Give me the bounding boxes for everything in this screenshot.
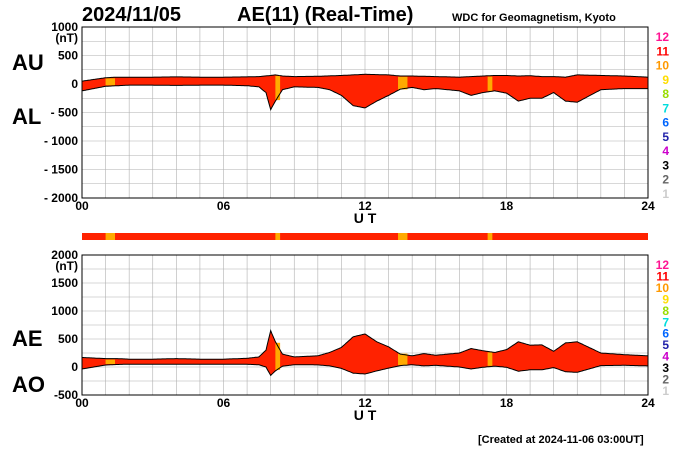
lower-gap-bar [105,359,116,365]
x-tick-label: 00 [75,396,89,410]
y-tick-label: 1000 [51,20,78,34]
x-tick-label: 06 [217,199,231,213]
station-legend-3: 3 [662,361,669,375]
station-strip-gap [398,233,408,240]
ae-label: AE [12,326,43,351]
al-label: AL [12,104,42,129]
station-legend-11: 11 [656,269,669,283]
station-legend-7: 7 [662,315,669,329]
station-legend-8: 8 [662,304,669,318]
credit-text: WDC for Geomagnetism, Kyoto [452,12,616,24]
station-legend-4: 4 [662,144,669,158]
station-strip-gap [487,233,493,240]
station-legend-9: 9 [662,292,669,306]
y-tick-label: -500 [54,388,78,402]
chart-title: AE(11) (Real-Time) [237,4,414,26]
series-line-ao [81,363,648,377]
upper-band [82,74,648,110]
au-label: AU [12,50,44,75]
y-tick-label: 500 [58,49,78,63]
series-line-au [81,73,649,82]
upper-gap-bar [487,76,493,91]
station-legend-7: 7 [662,101,669,115]
x-tick-label: 18 [500,396,514,410]
y-tick-label: - 1000 [44,134,78,148]
y-tick-label: 2000 [51,248,78,262]
y-tick-label: 0 [71,360,78,374]
created-timestamp: [Created at 2024-11-06 03:00UT] [478,434,644,446]
station-legend-6: 6 [662,116,669,130]
station-legend-9: 9 [662,73,669,87]
x-tick-label: 24 [641,396,655,410]
station-legend-2: 2 [662,373,669,387]
station-legend-1: 1 [662,187,669,201]
station-strip [82,233,648,240]
lower-gap-bar [275,342,281,370]
lower-frame [81,254,649,396]
station-strip-gap [105,233,116,240]
lower-gap-bar [487,352,493,366]
upper-frame [81,26,649,199]
station-legend-12: 12 [656,30,670,44]
y-tick-label: 0 [71,77,78,91]
x-tick-label: 06 [217,396,231,410]
y-tick-label: 1000 [51,304,78,318]
upper-gap-bar [105,78,116,86]
station-legend-8: 8 [662,87,669,101]
x-tick-label: 24 [641,199,655,213]
y-unit-label: (nT) [55,259,78,273]
x-axis-label: U T [354,407,377,423]
station-strip-gap [275,233,281,240]
station-legend-3: 3 [662,158,669,172]
y-tick-label: - 1500 [44,163,78,177]
station-legend-5: 5 [662,338,669,352]
x-tick-label: 18 [500,199,514,213]
lower-gap-bar [398,353,408,366]
station-legend-2: 2 [662,173,669,187]
x-axis-label: U T [354,210,377,226]
series-line-al [81,84,648,111]
upper-gap-bar [398,76,408,90]
station-legend-10: 10 [656,59,670,73]
station-legend-10: 10 [656,281,670,295]
station-legend-5: 5 [662,130,669,144]
y-tick-label: - 2000 [44,191,78,205]
station-legend-6: 6 [662,327,669,341]
y-unit-label: (nT) [55,31,78,45]
station-legend-12: 12 [656,258,670,272]
chart-date: 2024/11/05 [82,4,181,26]
station-legend-1: 1 [662,384,669,398]
x-tick-label: 12 [358,199,372,213]
y-tick-label: 1500 [51,276,78,290]
upper-gap-bar [275,75,281,101]
station-legend-11: 11 [656,44,669,58]
series-line-ae [82,328,649,360]
x-tick-label: 00 [75,199,89,213]
station-legend-4: 4 [662,350,669,364]
y-tick-label: - 500 [51,106,79,120]
ao-label: AO [12,372,45,397]
x-tick-label: 12 [358,396,372,410]
y-tick-label: 500 [58,332,78,346]
